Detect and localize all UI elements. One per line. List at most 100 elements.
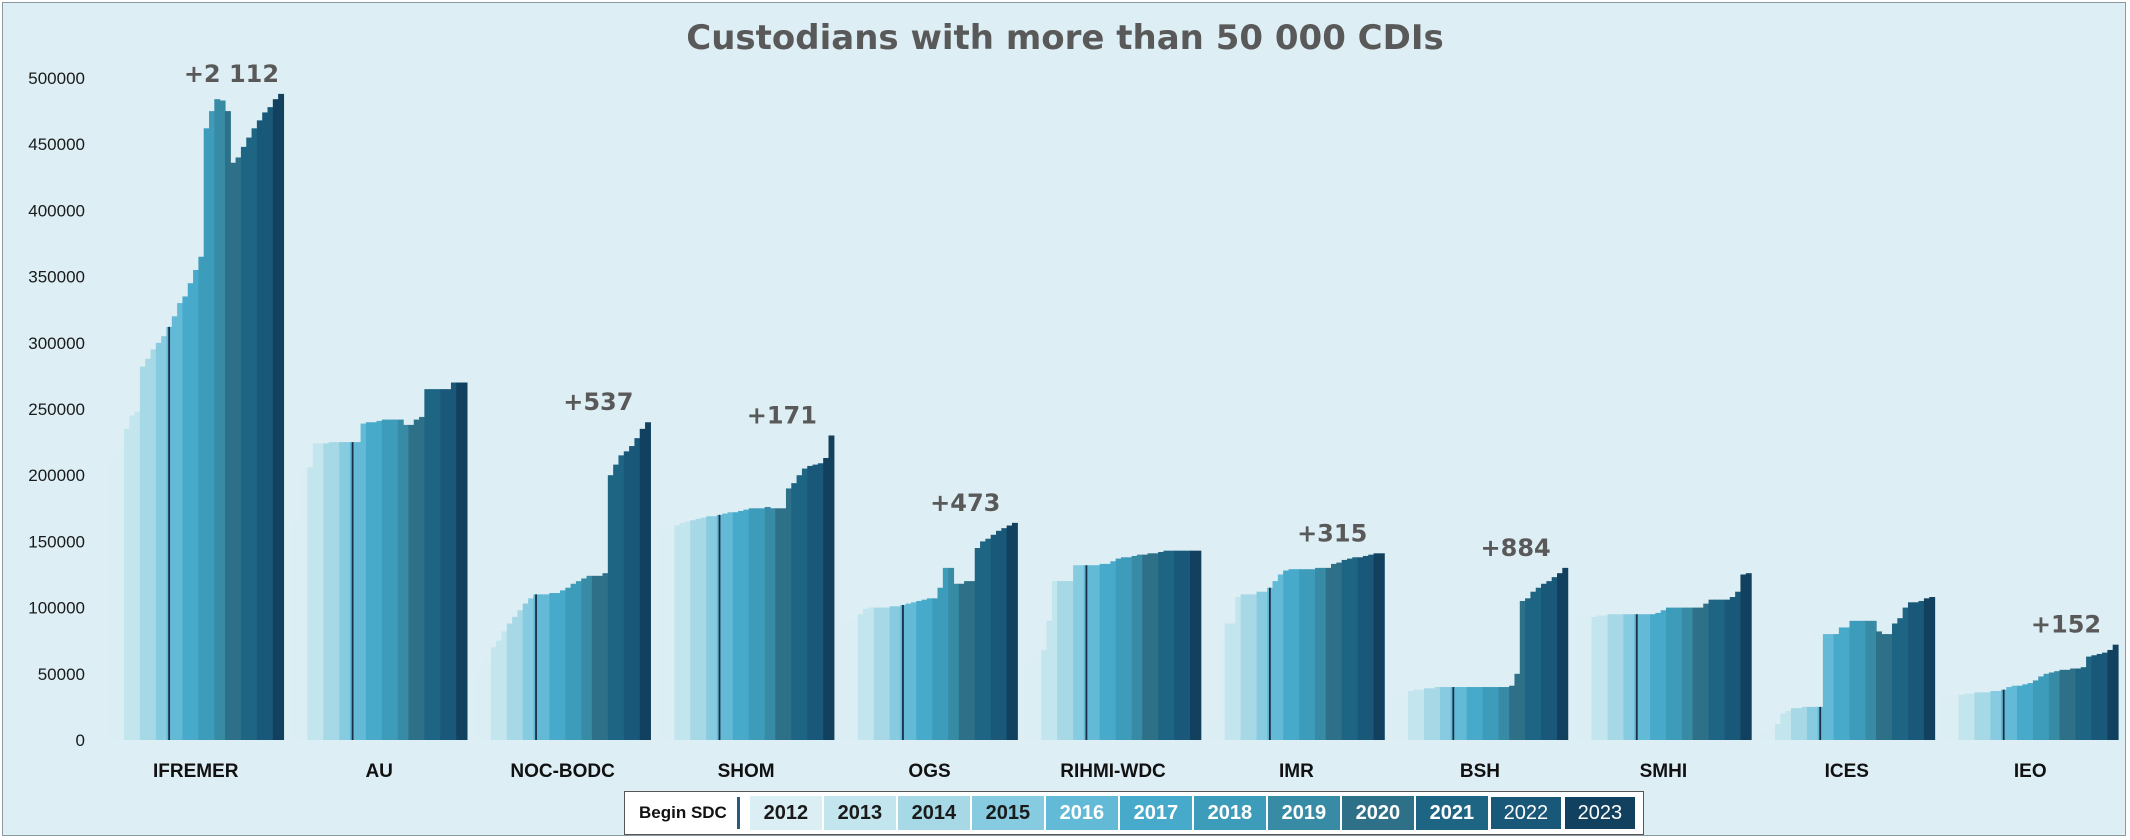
bar <box>1035 656 1042 740</box>
bar <box>1179 550 1186 740</box>
bar <box>2006 687 2013 740</box>
bar <box>1785 710 1792 740</box>
bar <box>1498 687 1505 740</box>
bar <box>1897 618 1904 740</box>
bar-group-ices <box>1759 597 1936 740</box>
bar-group-bsh: +884 <box>1392 534 1569 740</box>
bar <box>1240 594 1247 740</box>
bar <box>435 389 441 740</box>
bar <box>1408 691 1415 740</box>
bar <box>1708 599 1715 740</box>
bar <box>663 530 670 740</box>
bar <box>2102 652 2108 740</box>
bar <box>884 607 891 740</box>
bar <box>1833 634 1840 740</box>
bar <box>235 157 242 740</box>
bar-annotation: +537 <box>563 388 633 416</box>
bar <box>645 422 651 740</box>
bar <box>780 508 787 740</box>
bar <box>1953 694 1960 740</box>
bar <box>480 667 487 740</box>
bar <box>695 518 702 740</box>
y-tick-label: 350000 <box>28 268 85 287</box>
bar <box>187 283 194 740</box>
bar <box>841 620 848 740</box>
bar <box>937 587 944 740</box>
bar <box>1331 563 1337 740</box>
bar <box>193 269 199 740</box>
bar <box>711 516 718 740</box>
bar-annotation: +473 <box>930 489 1000 517</box>
bar <box>748 508 755 740</box>
bar <box>1947 696 1954 740</box>
bar <box>974 548 981 740</box>
bar <box>2070 668 2077 740</box>
bar <box>868 607 875 740</box>
bar <box>1519 600 1526 740</box>
bar <box>1461 687 1468 740</box>
bar <box>1402 692 1409 740</box>
bar <box>224 111 231 741</box>
bar <box>1892 623 1898 740</box>
bar <box>1525 598 1532 740</box>
bar <box>828 435 835 740</box>
bar <box>2054 671 2061 740</box>
bar <box>1514 673 1521 740</box>
bar <box>296 521 303 740</box>
bar <box>251 128 258 740</box>
bar <box>847 620 854 740</box>
bar <box>230 162 237 741</box>
bar <box>344 442 351 740</box>
bar <box>246 137 253 740</box>
bar <box>1870 620 1877 740</box>
bar <box>1440 687 1446 740</box>
bar <box>161 336 168 740</box>
bar <box>506 623 513 740</box>
legend-item: 2023 <box>1563 796 1636 830</box>
legend-begin-sdc-marker <box>736 797 740 829</box>
bar <box>365 422 372 740</box>
bar <box>1729 597 1736 740</box>
bar <box>1392 698 1399 740</box>
bar <box>403 424 410 740</box>
bar <box>278 93 285 740</box>
bar <box>2064 669 2071 740</box>
bar <box>381 419 388 740</box>
bar <box>445 389 452 740</box>
bar <box>684 521 691 740</box>
bar <box>528 598 534 740</box>
bar <box>108 464 114 740</box>
bar <box>1368 554 1375 740</box>
x-tick-label: RIHMI-WDC <box>1060 761 1166 782</box>
bar <box>1655 612 1662 740</box>
bar <box>155 342 162 740</box>
bar <box>1304 569 1311 740</box>
x-tick-label: BSH <box>1460 761 1500 782</box>
bar <box>2096 653 2103 740</box>
legend-item: 2013 <box>823 796 896 830</box>
bar <box>1591 616 1598 740</box>
bar <box>2048 672 2055 740</box>
bar <box>1493 687 1500 740</box>
bar <box>575 581 582 740</box>
bar <box>942 567 949 740</box>
bar <box>474 673 481 740</box>
bar <box>1424 688 1430 740</box>
bar <box>387 419 394 740</box>
bar <box>634 438 641 740</box>
bar <box>852 619 859 740</box>
bar <box>1195 550 1202 740</box>
bar <box>323 443 330 740</box>
bar <box>623 451 630 740</box>
bar <box>256 120 263 741</box>
bar <box>1740 574 1747 740</box>
bar <box>440 389 447 740</box>
bar <box>759 508 766 740</box>
bar <box>607 475 614 740</box>
bar-annotation: +884 <box>1481 534 1551 562</box>
bar <box>1958 694 1965 740</box>
bar <box>333 442 340 740</box>
bar <box>1979 692 1986 740</box>
bar <box>1152 553 1159 740</box>
bar <box>658 530 665 740</box>
